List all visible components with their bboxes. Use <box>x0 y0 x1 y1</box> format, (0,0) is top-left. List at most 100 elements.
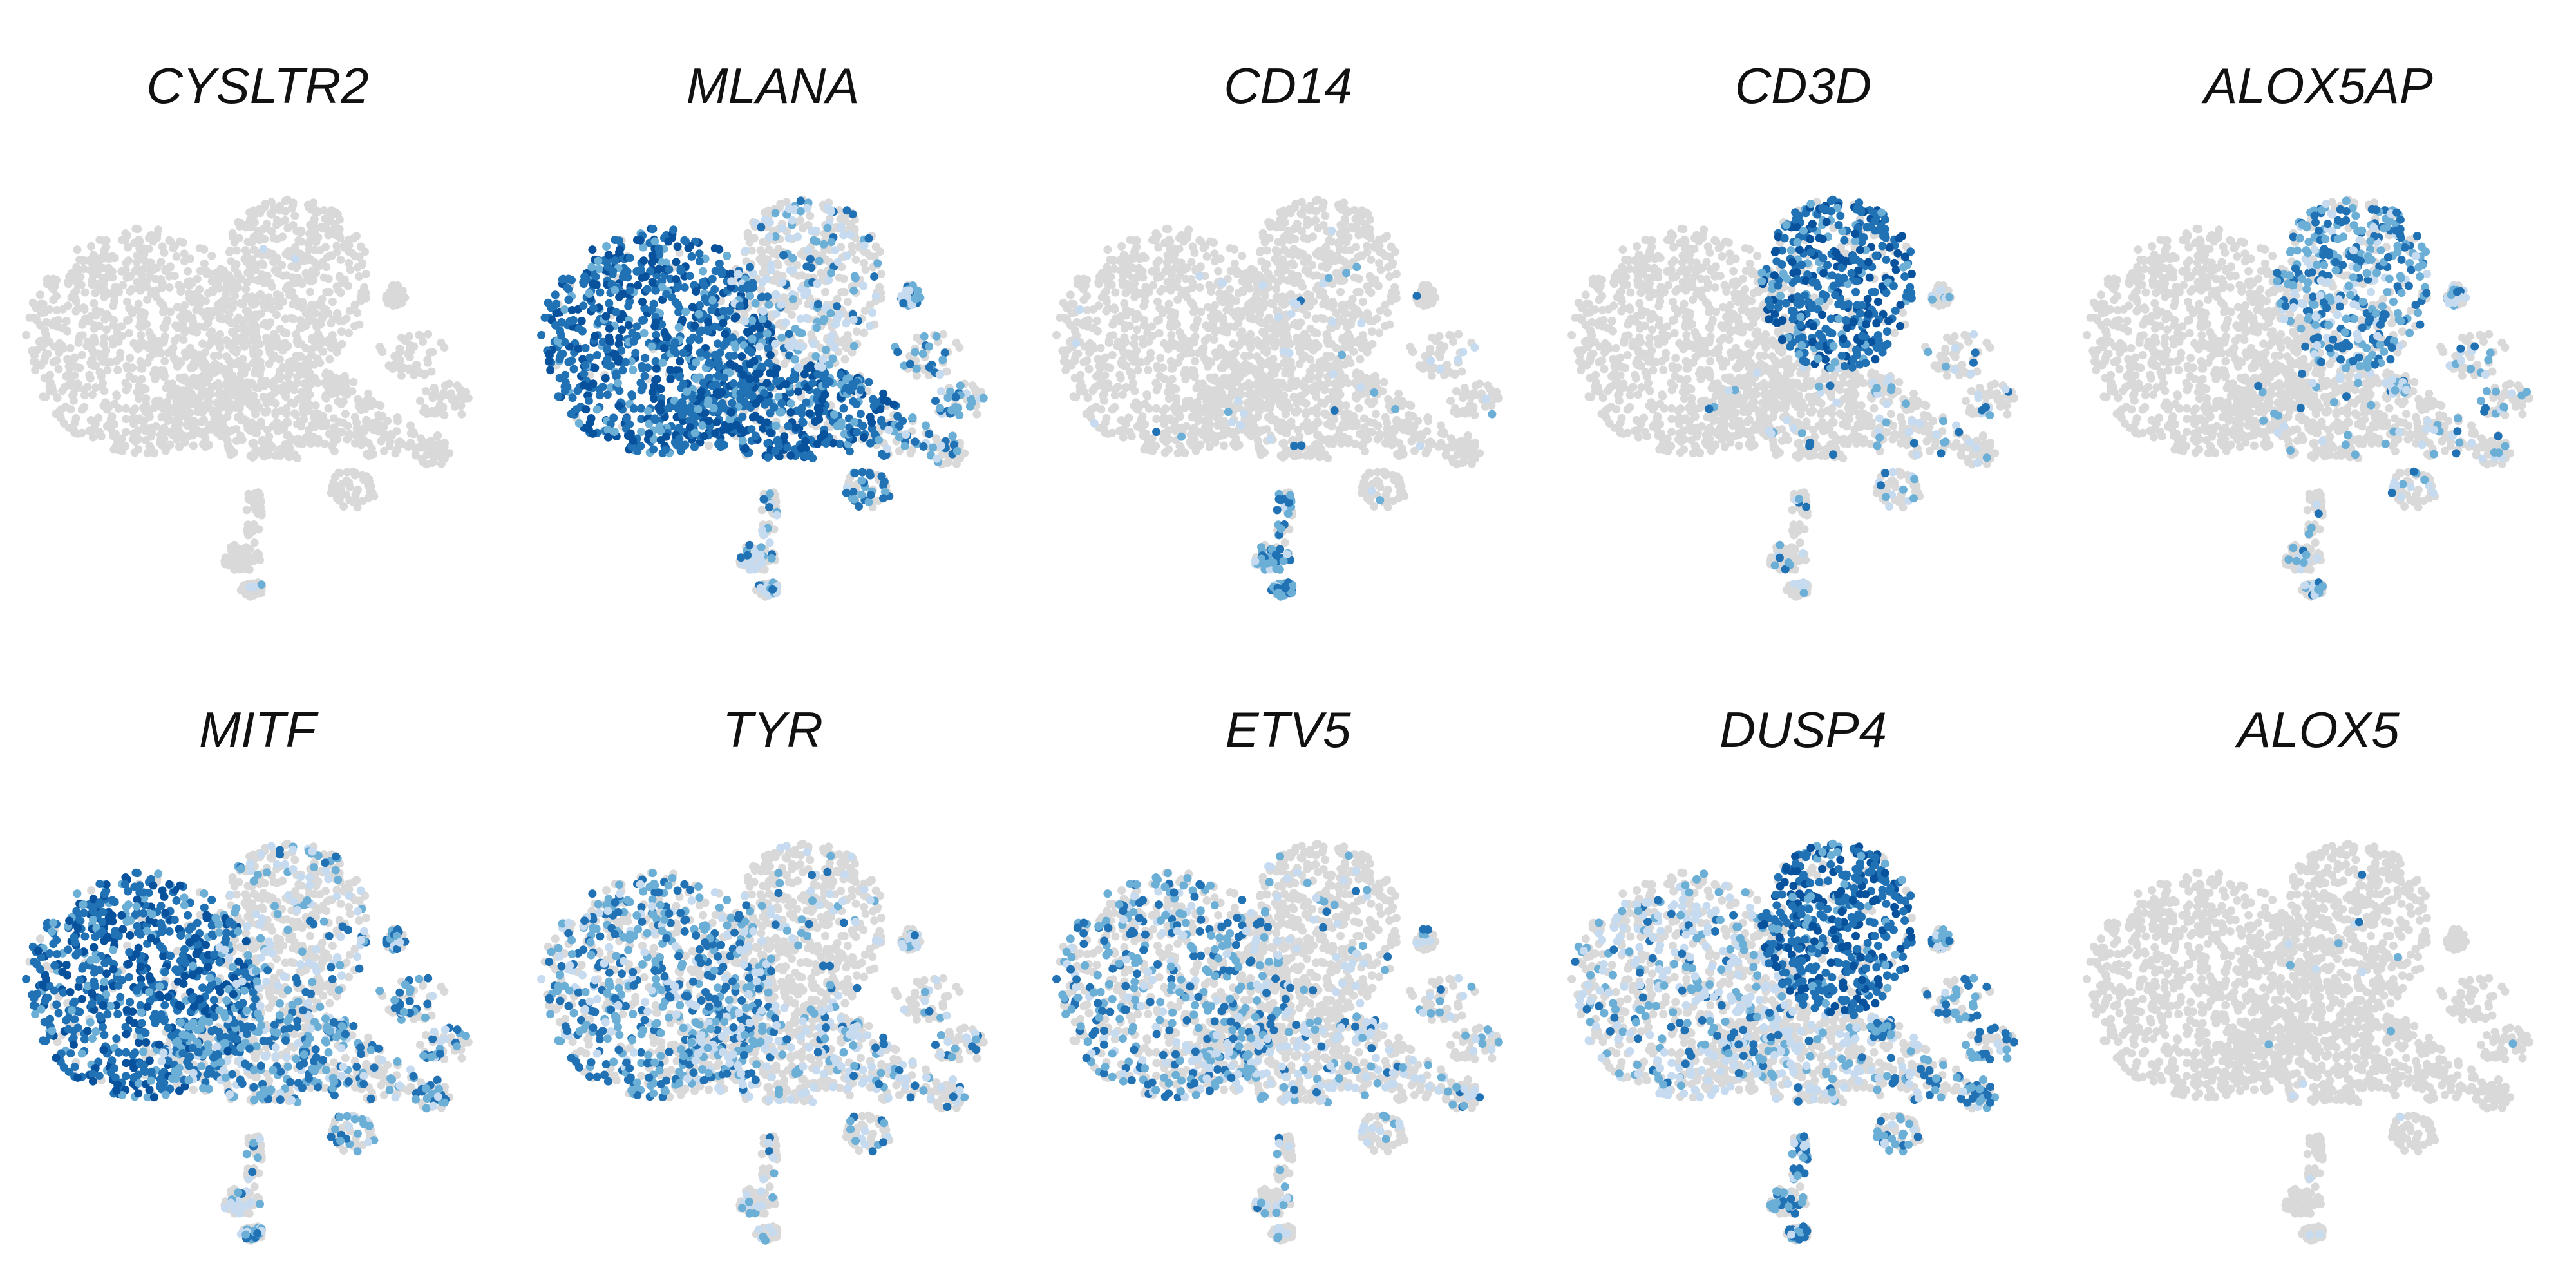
cell-point <box>797 444 806 453</box>
cell-point <box>137 330 146 339</box>
cell-point <box>563 283 571 292</box>
cell-point <box>77 405 86 414</box>
cell-point <box>544 357 553 366</box>
cell-point <box>666 366 675 374</box>
cell-point <box>737 553 745 562</box>
cell-point <box>703 327 712 336</box>
cell-point <box>1126 236 1135 244</box>
cell-point <box>774 261 783 270</box>
cell-point <box>748 316 757 325</box>
cell-point <box>840 287 849 296</box>
cell-point <box>106 357 115 366</box>
cell-point <box>365 488 374 497</box>
cell-point <box>379 446 388 455</box>
cell-point <box>270 258 279 267</box>
cell-point <box>786 266 795 275</box>
cell-point <box>303 317 312 327</box>
cell-point <box>224 406 233 415</box>
cell-point <box>102 325 111 334</box>
cell-point <box>1127 369 1136 378</box>
cell-point <box>794 387 802 396</box>
cell-point <box>906 449 915 458</box>
cell-point <box>748 390 757 399</box>
cell-point <box>793 232 802 242</box>
cell-point <box>935 370 944 379</box>
cell-point <box>310 245 319 254</box>
cell-point <box>142 283 151 292</box>
cell-point <box>772 511 781 520</box>
cell-point <box>710 322 719 331</box>
cell-point <box>777 333 786 342</box>
cell-point <box>1083 306 1092 314</box>
cell-point <box>856 410 865 419</box>
cell-point <box>614 339 623 348</box>
cell-point <box>781 318 790 327</box>
cell-point <box>1059 357 1068 366</box>
cell-point <box>259 261 268 270</box>
cell-point <box>672 258 681 267</box>
cell-point <box>254 226 262 235</box>
cell-point <box>290 211 299 220</box>
cell-point <box>895 433 904 442</box>
cell-point <box>652 330 661 339</box>
cell-point <box>1155 316 1164 325</box>
cell-point <box>1074 349 1083 358</box>
cell-point <box>202 388 211 397</box>
cell-point <box>325 217 334 225</box>
cell-point <box>180 257 189 266</box>
cell-point <box>202 296 210 305</box>
cell-point <box>842 251 851 260</box>
cell-point <box>776 200 785 209</box>
cell-point <box>43 349 52 358</box>
cell-point <box>688 303 697 312</box>
cell-point <box>102 346 111 355</box>
cell-point <box>243 312 252 321</box>
cell-point <box>33 302 43 311</box>
cell-point <box>920 332 929 341</box>
cell-point <box>103 366 112 375</box>
cell-point <box>640 372 649 381</box>
cell-point <box>708 274 717 283</box>
cell-point <box>879 389 888 398</box>
cell-point <box>345 258 354 267</box>
cell-point <box>242 285 251 294</box>
cell-point <box>37 361 46 370</box>
cell-point <box>73 279 82 289</box>
cell-point <box>436 393 445 402</box>
cell-point <box>902 430 911 439</box>
cell-point <box>737 352 746 361</box>
cell-point <box>796 207 805 216</box>
cell-point <box>1130 334 1139 342</box>
cell-point <box>1186 338 1195 347</box>
cell-point <box>424 330 433 339</box>
cell-point <box>675 372 684 381</box>
cell-point <box>736 395 745 404</box>
cell-point <box>359 428 368 437</box>
cell-point <box>612 369 621 378</box>
cell-point <box>133 251 142 260</box>
cell-point <box>247 275 256 283</box>
cell-point <box>1158 285 1167 294</box>
cell-point <box>1067 308 1076 317</box>
cell-point <box>680 283 689 292</box>
cell-point <box>852 327 861 336</box>
cell-point <box>178 405 187 413</box>
cell-point <box>79 256 88 265</box>
cell-point <box>955 454 964 463</box>
cell-point <box>704 396 713 405</box>
cell-point <box>806 211 815 220</box>
cell-point <box>333 379 342 388</box>
cell-point <box>750 565 759 574</box>
cell-point <box>821 380 830 389</box>
cell-point <box>605 333 614 342</box>
cell-point <box>647 342 656 351</box>
cell-point <box>287 451 296 460</box>
cell-point <box>815 406 824 415</box>
cell-point <box>685 272 694 281</box>
cell-point <box>52 306 61 314</box>
cell-point <box>822 345 830 354</box>
cell-point <box>1097 405 1106 414</box>
cell-point <box>324 231 333 240</box>
cell-point <box>172 252 181 261</box>
cell-point <box>35 290 44 299</box>
